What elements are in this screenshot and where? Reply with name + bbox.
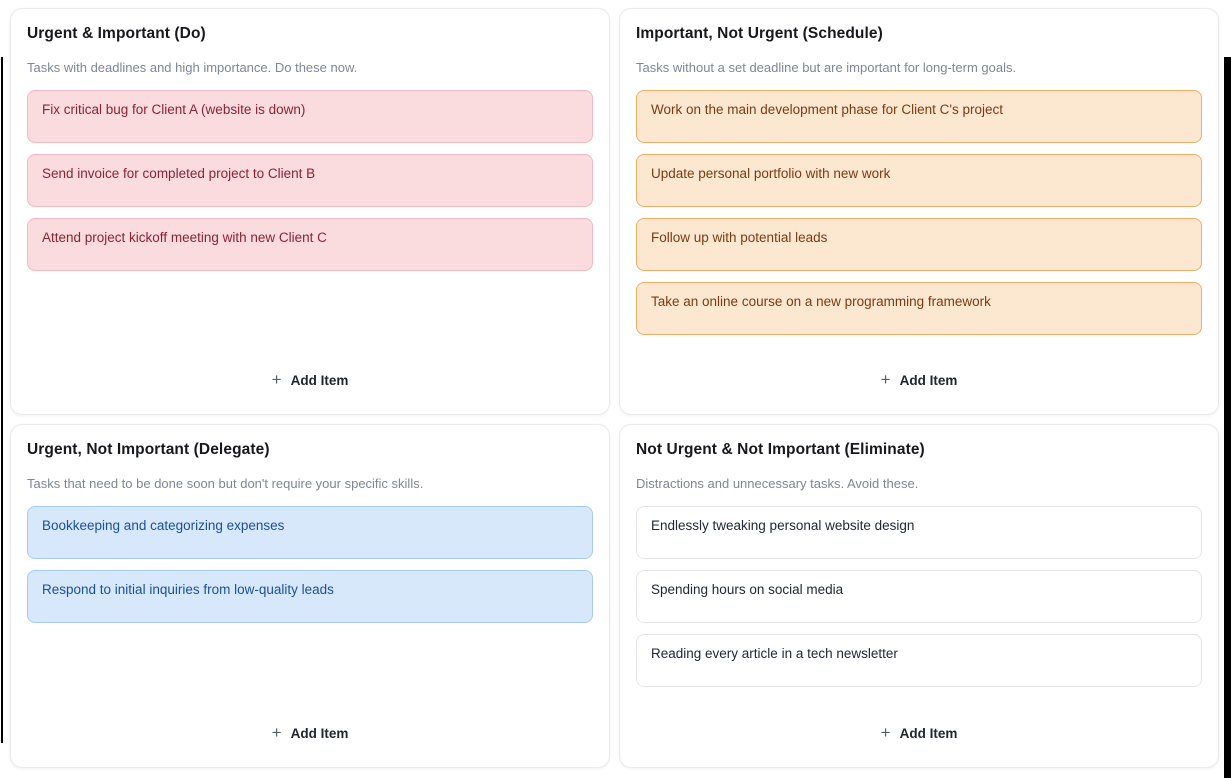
task-item[interactable]: Endlessly tweaking personal website desi… <box>636 506 1202 559</box>
task-list: Endlessly tweaking personal website desi… <box>636 506 1202 687</box>
quadrant-description: Tasks without a set deadline but are imp… <box>636 60 1017 75</box>
task-item[interactable]: Take an online course on a new programmi… <box>636 282 1202 335</box>
quadrant-description: Distractions and unnecessary tasks. Avoi… <box>636 476 919 491</box>
quadrant-description: Tasks that need to be done soon but don'… <box>27 476 424 491</box>
add-item-button[interactable]: + Add Item <box>262 720 359 747</box>
plus-icon: + <box>271 370 282 389</box>
quadrant-do: Urgent & Important (Do) Tasks with deadl… <box>10 8 610 415</box>
task-item[interactable]: Send invoice for completed project to Cl… <box>27 154 593 207</box>
quadrant-title: Not Urgent & Not Important (Eliminate) <box>636 441 925 458</box>
task-item[interactable]: Follow up with potential leads <box>636 218 1202 271</box>
add-item-label: Add Item <box>899 726 958 741</box>
task-item[interactable]: Bookkeeping and categorizing expenses <box>27 506 593 559</box>
quadrant-eliminate: Not Urgent & Not Important (Eliminate) D… <box>619 424 1219 768</box>
screen-edge-right-artifact <box>1224 57 1231 778</box>
task-item[interactable]: Spending hours on social media <box>636 570 1202 623</box>
add-item-button[interactable]: + Add Item <box>871 720 968 747</box>
quadrant-title: Urgent & Important (Do) <box>27 25 206 42</box>
plus-icon: + <box>880 723 891 742</box>
quadrant-title: Urgent, Not Important (Delegate) <box>27 441 270 458</box>
task-item[interactable]: Update personal portfolio with new work <box>636 154 1202 207</box>
task-list: Fix critical bug for Client A (website i… <box>27 90 593 271</box>
add-item-label: Add Item <box>290 373 349 388</box>
quadrant-schedule: Important, Not Urgent (Schedule) Tasks w… <box>619 8 1219 415</box>
plus-icon: + <box>271 723 282 742</box>
plus-icon: + <box>880 370 891 389</box>
quadrant-title: Important, Not Urgent (Schedule) <box>636 25 883 42</box>
task-item[interactable]: Respond to initial inquiries from low-qu… <box>27 570 593 623</box>
task-list: Bookkeeping and categorizing expenses Re… <box>27 506 593 623</box>
screen-edge-left-artifact <box>1 57 3 743</box>
task-item[interactable]: Work on the main development phase for C… <box>636 90 1202 143</box>
task-item[interactable]: Reading every article in a tech newslett… <box>636 634 1202 687</box>
add-item-button[interactable]: + Add Item <box>871 367 968 394</box>
task-item[interactable]: Attend project kickoff meeting with new … <box>27 218 593 271</box>
matrix-grid: Urgent & Important (Do) Tasks with deadl… <box>10 8 1219 768</box>
quadrant-delegate: Urgent, Not Important (Delegate) Tasks t… <box>10 424 610 768</box>
add-item-label: Add Item <box>899 373 958 388</box>
task-item[interactable]: Fix critical bug for Client A (website i… <box>27 90 593 143</box>
add-item-button[interactable]: + Add Item <box>262 367 359 394</box>
quadrant-description: Tasks with deadlines and high importance… <box>27 60 358 75</box>
add-item-label: Add Item <box>290 726 349 741</box>
task-list: Work on the main development phase for C… <box>636 90 1202 335</box>
